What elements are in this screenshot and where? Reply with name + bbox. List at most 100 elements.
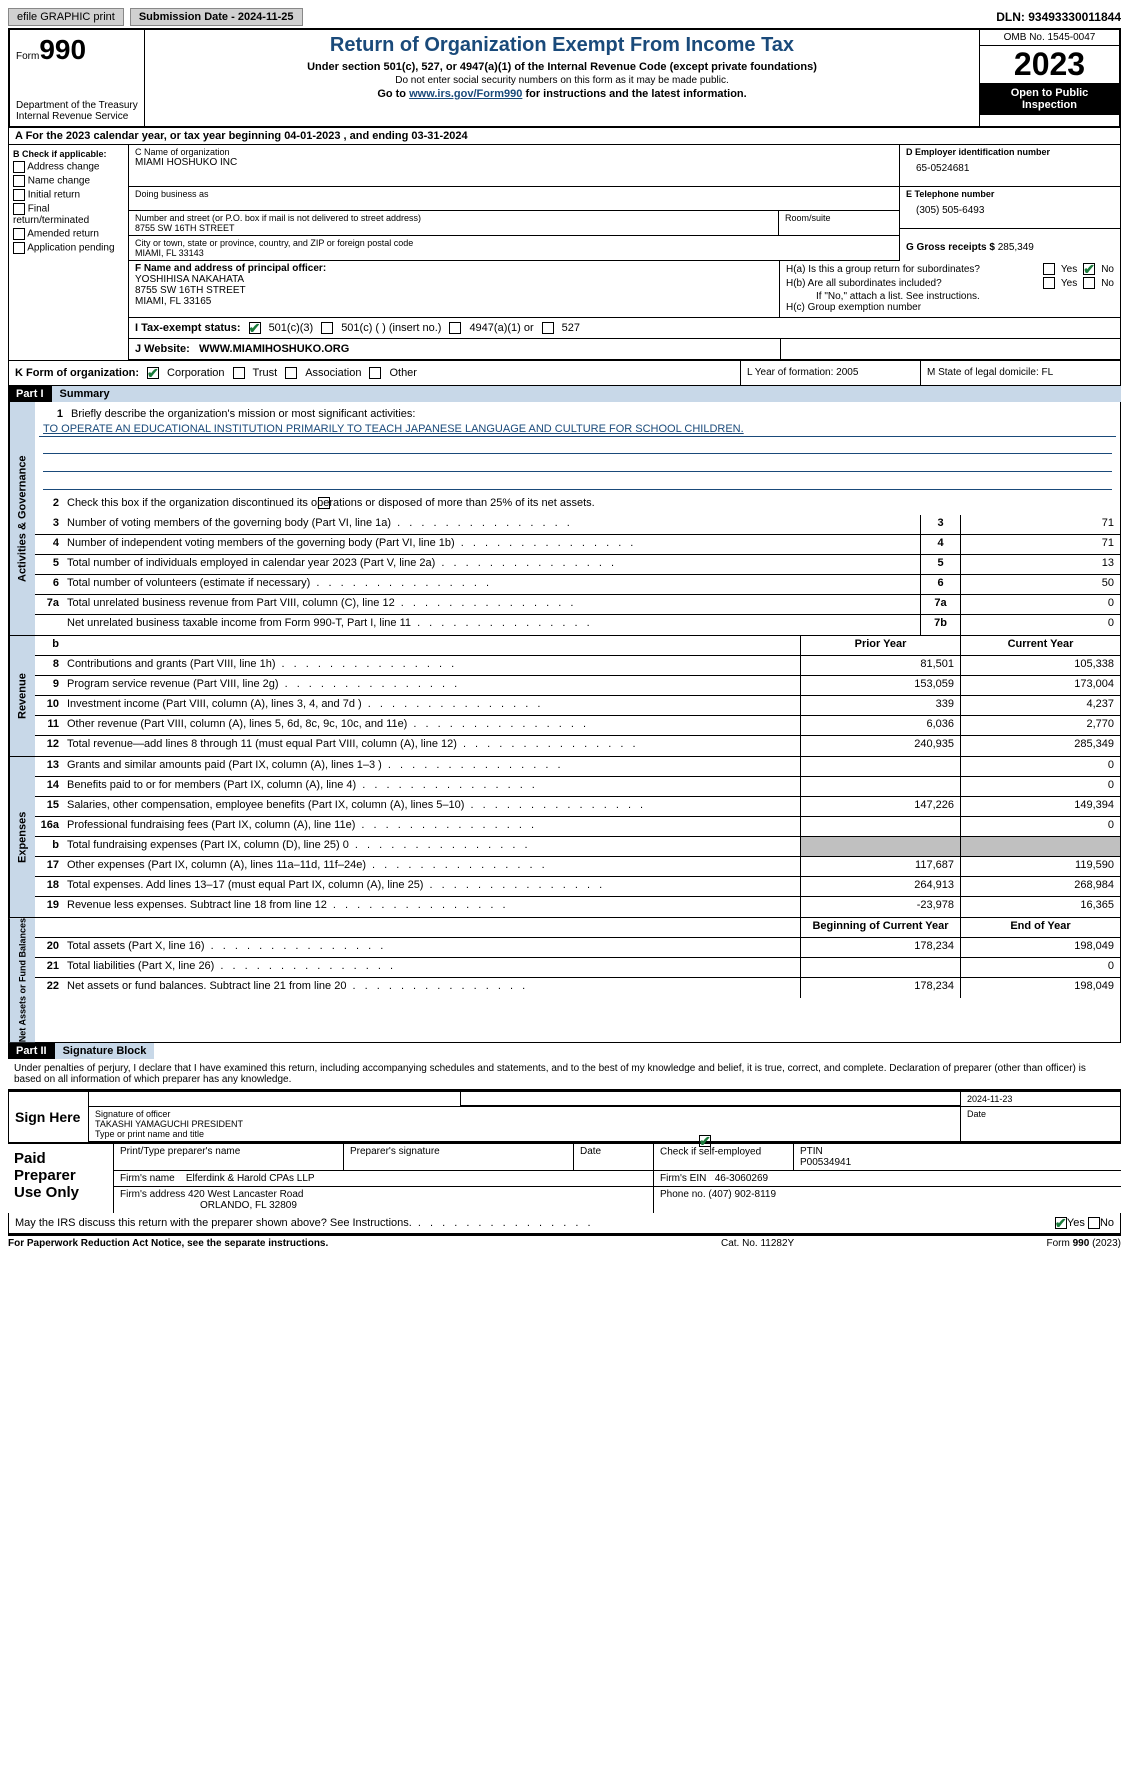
table-row: 12Total revenue—add lines 8 through 11 (… [35,736,1120,756]
section-a-period: A For the 2023 calendar year, or tax yea… [8,128,1121,145]
table-row: 11Other revenue (Part VIII, column (A), … [35,716,1120,736]
current-year-header: Current Year [960,636,1120,655]
table-row: 3Number of voting members of the governi… [35,515,1120,535]
table-row: bTotal fundraising expenses (Part IX, co… [35,837,1120,857]
box-b: B Check if applicable: Address change Na… [9,145,129,360]
box-f-officer: F Name and address of principal officer:… [129,261,780,317]
table-row: Net unrelated business taxable income fr… [35,615,1120,635]
box-b-checkbox[interactable] [13,189,25,201]
irs-link[interactable]: www.irs.gov/Form990 [409,88,522,100]
box-b-checkbox[interactable] [13,228,25,240]
box-c-dba: Doing business as [129,187,899,211]
501c-checkbox[interactable] [321,322,333,334]
table-row: 4Number of independent voting members of… [35,535,1120,555]
year-formation: L Year of formation: 2005 [740,361,920,385]
discontinued-checkbox[interactable] [318,497,330,509]
trust-checkbox[interactable] [233,367,245,379]
box-g-receipts: G Gross receipts $ 285,349 [900,229,1120,259]
paid-preparer-block: Paid Preparer Use Only Print/Type prepar… [8,1143,1121,1213]
box-b-checkbox[interactable] [13,203,25,215]
page-footer: For Paperwork Reduction Act Notice, see … [8,1234,1121,1251]
table-row: 7aTotal unrelated business revenue from … [35,595,1120,615]
501c3-checkbox[interactable] [249,322,261,334]
omb-number: OMB No. 1545-0047 [980,30,1119,46]
tax-year: 2023 [980,46,1119,83]
box-b-option: Application pending [13,242,124,254]
table-row: 15Salaries, other compensation, employee… [35,797,1120,817]
row-i-status: I Tax-exempt status: 501(c)(3) 501(c) ( … [129,318,1120,339]
box-c-name: C Name of organization MIAMI HOSHUKO INC [129,145,899,187]
net-assets-section: Net Assets or Fund Balances Beginning of… [8,918,1121,1043]
subtitle-3: Go to www.irs.gov/Form990 for instructio… [151,88,973,100]
row-j-website: J Website: WWW.MIAMIHOSHUKO.ORG [129,339,1120,360]
box-b-checkbox[interactable] [13,161,25,173]
box-b-checkbox[interactable] [13,242,25,254]
box-b-option: Amended return [13,228,124,240]
form-title: Return of Organization Exempt From Incom… [151,34,973,57]
submission-date-button[interactable]: Submission Date - 2024-11-25 [130,8,303,26]
mission-text: TO OPERATE AN EDUCATIONAL INSTITUTION PR… [39,422,1116,437]
form-number: Form990 [16,34,138,66]
table-row: 22Net assets or fund balances. Subtract … [35,978,1120,998]
table-row: 18Total expenses. Add lines 13–17 (must … [35,877,1120,897]
box-c-address: Number and street (or P.O. box if mail i… [129,211,899,235]
box-b-option: Initial return [13,189,124,201]
efile-print-button[interactable]: efile GRAPHIC print [8,8,124,26]
discuss-no-checkbox[interactable] [1088,1217,1100,1229]
table-row: 5Total number of individuals employed in… [35,555,1120,575]
box-c-city: City or town, state or province, country… [129,235,899,260]
527-checkbox[interactable] [542,322,554,334]
box-b-option: Name change [13,175,124,187]
4947-checkbox[interactable] [449,322,461,334]
box-d-ein: D Employer identification number 65-0524… [900,145,1120,187]
box-e-phone: E Telephone number (305) 505-6493 [900,187,1120,229]
dept-label: Department of the Treasury Internal Reve… [16,100,138,122]
table-row: 17Other expenses (Part IX, column (A), l… [35,857,1120,877]
dln-label: DLN: 93493330011844 [996,10,1121,24]
info-grid: B Check if applicable: Address change Na… [8,145,1121,361]
table-row: 10Investment income (Part VIII, column (… [35,696,1120,716]
other-checkbox[interactable] [369,367,381,379]
begin-year-header: Beginning of Current Year [800,918,960,937]
table-row: 13Grants and similar amounts paid (Part … [35,757,1120,777]
signature-block: Sign Here 2024-11-23 Signature of office… [8,1089,1121,1143]
box-b-option: Final return/terminated [13,203,124,226]
subtitle-1: Under section 501(c), 527, or 4947(a)(1)… [151,61,973,73]
part-i-header: Part ISummary [8,386,1121,402]
table-row: 8Contributions and grants (Part VIII, li… [35,656,1120,676]
table-row: 14Benefits paid to or for members (Part … [35,777,1120,797]
sign-here-label: Sign Here [9,1092,89,1142]
assoc-checkbox[interactable] [285,367,297,379]
revenue-section: Revenue b Prior Year Current Year 8Contr… [8,636,1121,757]
box-h: H(a) Is this a group return for subordin… [780,261,1120,317]
prior-year-header: Prior Year [800,636,960,655]
penalties-text: Under penalties of perjury, I declare th… [8,1059,1121,1089]
row-k: K Form of organization: Corporation Trus… [8,361,1121,386]
open-to-public: Open to Public Inspection [980,83,1119,115]
table-row: 9Program service revenue (Part VIII, lin… [35,676,1120,696]
top-bar: efile GRAPHIC print Submission Date - 20… [8,8,1121,26]
ha-yes-checkbox[interactable] [1043,263,1055,275]
table-row: 20Total assets (Part X, line 16)178,2341… [35,938,1120,958]
discuss-yes-checkbox[interactable] [1055,1217,1067,1229]
hb-yes-checkbox[interactable] [1043,277,1055,289]
box-c-room: Room/suite [779,211,899,235]
subtitle-2: Do not enter social security numbers on … [151,75,973,86]
activities-governance-section: Activities & Governance 1Briefly describ… [8,402,1121,636]
box-b-option: Address change [13,161,124,173]
state-domicile: M State of legal domicile: FL [920,361,1120,385]
hb-no-checkbox[interactable] [1083,277,1095,289]
discuss-row: May the IRS discuss this return with the… [8,1213,1121,1234]
ha-no-checkbox[interactable] [1083,263,1095,275]
box-b-checkbox[interactable] [13,175,25,187]
corp-checkbox[interactable] [147,367,159,379]
expenses-section: Expenses 13Grants and similar amounts pa… [8,757,1121,918]
table-row: 21Total liabilities (Part X, line 26)0 [35,958,1120,978]
table-row: 6Total number of volunteers (estimate if… [35,575,1120,595]
end-year-header: End of Year [960,918,1120,937]
table-row: 19Revenue less expenses. Subtract line 1… [35,897,1120,917]
form-header: Form990 Department of the Treasury Inter… [8,28,1121,128]
table-row: 16aProfessional fundraising fees (Part I… [35,817,1120,837]
self-employed-checkbox[interactable] [699,1135,711,1147]
part-ii-header: Part IISignature Block [8,1043,1121,1059]
